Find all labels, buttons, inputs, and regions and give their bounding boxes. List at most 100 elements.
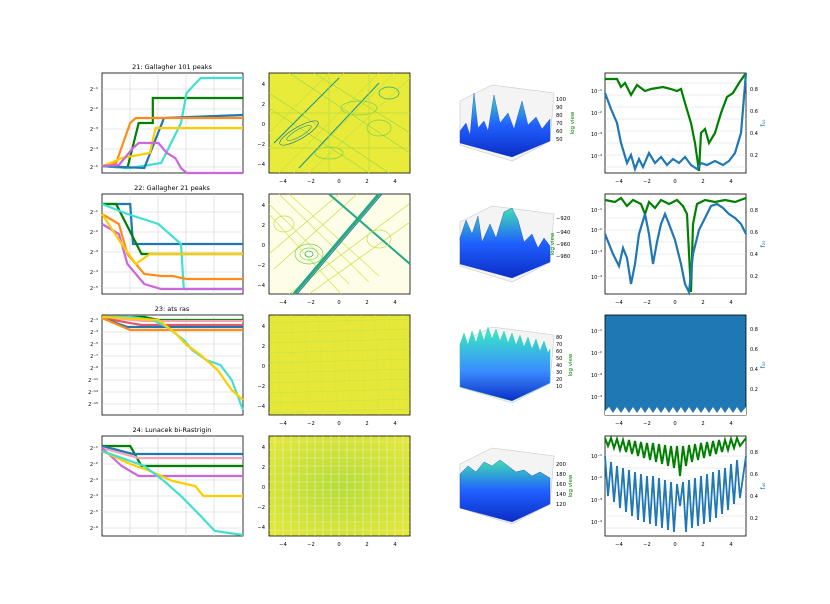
- z-tick-label: 120: [556, 502, 566, 508]
- z-tick-label: 70: [556, 342, 562, 348]
- y-tick-label: 10⁻³: [591, 373, 602, 379]
- y-tick-label: 0.6: [750, 472, 758, 478]
- y-tick-label: 2⁻⁴: [90, 494, 98, 500]
- y-tick-label: 2⁻³: [90, 127, 98, 133]
- z-tick-label: 200: [556, 462, 566, 468]
- y-tick-label: 2⁻⁴: [90, 147, 98, 153]
- y-tick-label: 2⁻³: [90, 478, 98, 484]
- y-tick-labels-left: 10⁻¹ 10⁻² 10⁻³ 10⁻⁴: [591, 89, 602, 160]
- series-line-orange: [101, 116, 243, 168]
- series-lines: [101, 315, 245, 411]
- x-tick-label: 2: [365, 542, 368, 548]
- y-tick-label: 2⁻¹: [90, 87, 98, 93]
- y-tick-label: 0.4: [750, 131, 758, 137]
- x-tick-label: 4: [393, 300, 397, 306]
- y-tick-labels: 4 2 0 −2 −4: [257, 203, 265, 289]
- row-1: 21: Gallagher 101 peaks 2⁻¹ 2⁻² 2⁻³ 2⁻⁴ …: [90, 63, 767, 185]
- right-axis-label: f₂₀: [760, 240, 767, 248]
- contour-panel-4: −4 −2 0 2 4 4 2 0 −2 −4: [257, 435, 411, 548]
- y-tick-label: −2: [257, 142, 265, 148]
- contour-panel-2: −4 −2 0 2 4 4 2 0 −2 −4: [257, 193, 411, 306]
- y-tick-label: 2⁻¹: [90, 210, 98, 216]
- y-tick-label: 10⁻¹: [591, 329, 602, 335]
- grid: [605, 82, 746, 168]
- y-tick-label: 10⁻¹: [591, 208, 602, 214]
- x-tick-label: 4: [729, 179, 733, 185]
- x-tick-labels: −4 −2 0 2 4: [615, 421, 733, 427]
- y-tick-labels: 2⁻¹ 2⁻² 2⁻³ 2⁻⁴ 2⁻⁵ 2⁻⁶: [90, 446, 98, 532]
- y-tick-label: 0: [262, 243, 265, 249]
- y-tick-label: 4: [262, 445, 266, 451]
- x-tick-labels: −4 −2 0 2 4: [279, 179, 397, 185]
- x-tick-label: −4: [279, 542, 287, 548]
- y-tick-label: 2⁻⁴: [90, 270, 98, 276]
- series-line-violet: [101, 223, 243, 291]
- green-curve: [605, 72, 747, 172]
- series-line-violet: [101, 141, 243, 175]
- convergence-panel-4: 24: Lunacek bi-Rastrigin 2⁻¹ 2⁻² 2⁻³ 2⁻⁴…: [90, 426, 244, 537]
- y-tick-label: 2⁻²: [90, 462, 98, 468]
- y-tick-label: 2⁻³: [90, 330, 98, 336]
- y-tick-label: 0.2: [750, 274, 758, 280]
- y-tick-labels: 4 2 0 −2 −4: [257, 324, 265, 410]
- surface: [459, 207, 551, 279]
- z-tick-label: 160: [556, 482, 566, 488]
- surface-panel-4: 200 180 160 140 120 log view: [459, 447, 574, 525]
- y-tick-labels: 4 2 0 −2 −4: [257, 445, 265, 531]
- contour-panel-3: −4 −2 0 2 4 4 2 0 −2 −4: [257, 314, 411, 427]
- y-tick-label: 2⁻⁵: [90, 510, 98, 516]
- x-tick-label: −2: [307, 300, 315, 306]
- y-tick-label: 2⁻¹³: [88, 390, 98, 396]
- y-tick-label: 2⁻⁵: [90, 342, 98, 348]
- y-tick-label: 10⁻⁴: [591, 154, 602, 160]
- z-tick-label: 30: [556, 370, 562, 376]
- axes-frame: [268, 435, 411, 537]
- y-tick-label: 0.4: [750, 494, 758, 500]
- y-tick-label: 0.4: [750, 252, 758, 258]
- x-tick-label: 0: [673, 542, 676, 548]
- z-tick-label: 80: [556, 113, 563, 119]
- x-tick-label: −4: [615, 179, 623, 185]
- right-axis-label: f₄₀: [760, 482, 767, 490]
- x-tick-labels: −4 −2 0 2 4: [279, 542, 397, 548]
- y-tick-label: 0.2: [750, 516, 758, 522]
- contour-lines: [268, 193, 411, 295]
- grid: [605, 205, 746, 279]
- z-tick-label: 100: [556, 97, 566, 103]
- x-tick-label: −4: [279, 179, 287, 185]
- slice-panel-3: −4 −2 0 2 4 10⁻¹ 10⁻² 10⁻³ 10⁻⁴ 0.8 0.6 …: [591, 314, 767, 427]
- blue-curve-floor: [605, 407, 746, 415]
- y-tick-labels-left: 10⁻¹ 10⁻² 10⁻³ 10⁻⁴: [591, 208, 602, 281]
- axes-frame: [268, 314, 411, 416]
- x-tick-labels: −4 −2 0 2 4: [615, 300, 733, 306]
- y-tick-label: 2⁻⁵: [90, 286, 98, 292]
- y-tick-label: 10⁻⁴: [591, 395, 602, 401]
- y-tick-label: −4: [257, 525, 265, 531]
- y-tick-label: 2⁻²: [90, 230, 98, 236]
- x-tick-label: −2: [643, 421, 651, 427]
- y-tick-label: −4: [257, 283, 265, 289]
- z-tick-label: 50: [556, 137, 563, 143]
- y-tick-label: 0: [262, 122, 265, 128]
- z-tick-labels: −920 −940 −960 −980: [556, 216, 570, 260]
- y-tick-labels: 2⁻¹ 2⁻² 2⁻³ 2⁻⁴ 2⁻⁵: [90, 210, 98, 292]
- y-tick-label: 0.8: [750, 327, 758, 333]
- y-tick-label: 10⁻²: [591, 111, 602, 117]
- series-line-gold: [101, 213, 243, 266]
- z-tick-label: −940: [556, 230, 570, 236]
- y-tick-label: 2: [262, 344, 265, 350]
- y-tick-labels-right: 0.8 0.6 0.4 0.2: [750, 87, 758, 159]
- x-tick-labels: −4 −2 0 2 4: [279, 421, 397, 427]
- y-tick-label: −2: [257, 505, 265, 511]
- y-tick-label: 0.2: [750, 387, 758, 393]
- x-tick-label: 2: [365, 300, 368, 306]
- y-tick-label: 2⁻⁷: [90, 354, 98, 360]
- z-tick-label: −960: [556, 242, 570, 248]
- x-tick-label: −2: [307, 542, 315, 548]
- panel-title: 21: Gallagher 101 peaks: [132, 63, 212, 71]
- y-tick-label: 0: [262, 485, 265, 491]
- y-tick-label: 2⁻¹¹: [88, 378, 98, 384]
- y-tick-label: 10⁻⁴: [591, 520, 602, 526]
- y-tick-label: 2: [262, 102, 265, 108]
- convergence-panel-1: 21: Gallagher 101 peaks 2⁻¹ 2⁻² 2⁻³ 2⁻⁴ …: [90, 63, 244, 175]
